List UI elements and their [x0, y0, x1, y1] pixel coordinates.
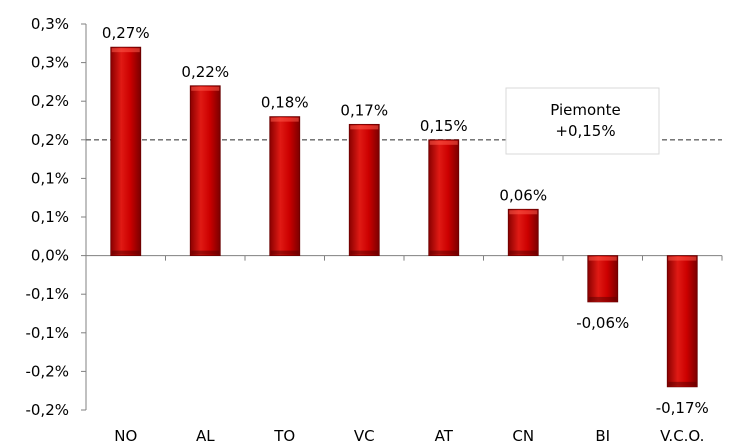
- x-category-label: NO: [114, 427, 137, 443]
- bar-cap-top: [350, 125, 379, 130]
- bar-body: [110, 46, 142, 257]
- bar-body: [189, 85, 221, 256]
- bars: [110, 46, 698, 388]
- bar-vco: [666, 255, 698, 388]
- bar-cap-top: [429, 140, 458, 145]
- y-tick-label: -0,2%: [25, 401, 69, 419]
- bar-body: [666, 255, 698, 388]
- x-category-label: VC: [354, 427, 375, 443]
- reference-box: [505, 87, 660, 155]
- bar-cap-top: [668, 256, 697, 261]
- bar-cap-bottom: [350, 250, 379, 255]
- y-tick-label: -0,2%: [25, 362, 69, 380]
- bar-cap-top: [270, 117, 299, 122]
- y-tick-label: 0,2%: [31, 131, 69, 149]
- reference-box-value: +0,15%: [555, 122, 615, 140]
- bar-bi: [587, 255, 619, 303]
- bar-cap-bottom: [509, 250, 538, 255]
- data-label: 0,18%: [261, 94, 309, 112]
- labels: NO 0,27% AL 0,22% TO 0,18% VC 0,17% AT 0,15% CN 0,0…: [102, 24, 709, 443]
- bar-cap-top: [588, 256, 617, 261]
- x-category-label: AT: [435, 427, 454, 443]
- bar-cap-bottom: [588, 296, 617, 301]
- bar-al: [189, 85, 221, 256]
- bar-cap-bottom: [270, 250, 299, 255]
- data-label: 0,15%: [420, 117, 468, 135]
- bar-body: [348, 123, 380, 257]
- x-category-label: AL: [196, 427, 215, 443]
- bar-to: [269, 116, 301, 257]
- data-label: 0,22%: [181, 63, 229, 81]
- y-tick-label: 0,0%: [31, 247, 69, 265]
- reference-box-title: Piemonte: [550, 101, 621, 119]
- bar-cap-bottom: [429, 250, 458, 255]
- bar-no: [110, 46, 142, 257]
- bar-cap-top: [111, 48, 140, 53]
- y-tick-label: 0,3%: [31, 54, 69, 72]
- data-label: 0,17%: [340, 101, 388, 119]
- bar-body: [507, 208, 539, 256]
- x-category-label: V.C.O.: [660, 427, 704, 443]
- bar-cap-bottom: [668, 381, 697, 386]
- x-category-label: CN: [512, 427, 534, 443]
- data-label: -0,06%: [576, 314, 629, 332]
- bar-body: [428, 139, 460, 257]
- y-tick-label: 0,3%: [31, 15, 69, 33]
- bar-cap-top: [509, 210, 538, 215]
- data-label: 0,06%: [499, 186, 547, 204]
- bar-body: [269, 116, 301, 257]
- x-category-label: BI: [595, 427, 610, 443]
- bar-cn: [507, 208, 539, 256]
- y-tick-label: 0,1%: [31, 169, 69, 187]
- axes: 0,3% 0,3% 0,2% 0,2% 0,1% 0,1% 0,0% -0,1% -0,1% -0…: [25, 15, 723, 419]
- y-tick-label: -0,1%: [25, 285, 69, 303]
- bar-cap-bottom: [191, 250, 220, 255]
- bar-body: [587, 255, 619, 303]
- y-tick-label: -0,1%: [25, 324, 69, 342]
- bar-at: [428, 139, 460, 257]
- reference-group: Piemonte +0,15%: [86, 87, 722, 155]
- bar-vc: [348, 123, 380, 257]
- data-label: 0,27%: [102, 24, 150, 42]
- bar-cap-top: [191, 86, 220, 91]
- x-category-label: TO: [273, 427, 295, 443]
- y-tick-label: 0,1%: [31, 208, 69, 226]
- data-label: -0,17%: [656, 399, 709, 417]
- bar-cap-bottom: [111, 250, 140, 255]
- y-tick-label: 0,2%: [31, 92, 69, 110]
